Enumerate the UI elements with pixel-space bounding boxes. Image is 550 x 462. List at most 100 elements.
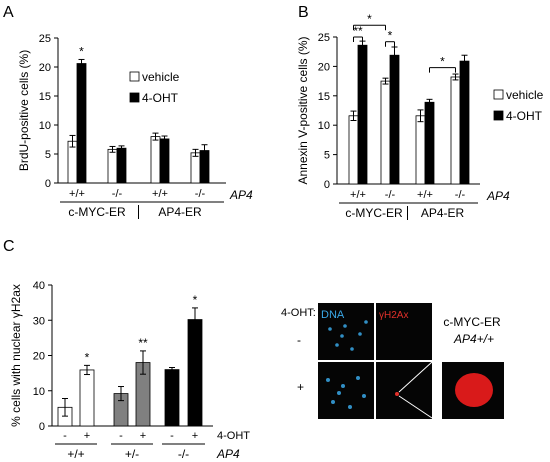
panel-c-bar	[187, 319, 203, 427]
panel-c-treatment-tick: +	[84, 430, 90, 442]
panel-a-letter: A	[3, 4, 14, 21]
micrograph-cell-line: c-MYC-ER	[443, 315, 501, 329]
dna-nucleus	[358, 332, 362, 336]
panel-a-bar	[150, 136, 161, 184]
panel-c-y-tick-label: 40	[33, 280, 45, 292]
panel-a-y-tick-label: 5	[45, 149, 51, 161]
panel-b-significance-mark: *	[440, 55, 445, 69]
panel-b-y-tick-label: 20	[318, 61, 330, 73]
panel-a-bar	[159, 138, 170, 184]
panel-c-treatment-tick: +	[192, 430, 198, 442]
panel-b-y-tick-label: 0	[324, 179, 330, 191]
panel-c-treatment-tick: -	[170, 430, 174, 442]
panel-a-category-label: +/+	[152, 188, 168, 200]
panel-c-significance-mark: *	[85, 350, 90, 364]
panel-c-genotype-label: +/-	[125, 447, 139, 461]
panel-b-significance-mark: *	[367, 12, 372, 26]
panel-b-bar	[459, 60, 470, 185]
dna-image-plus	[318, 362, 374, 419]
panel-c-y-tick-label: 0	[39, 421, 45, 433]
panel-a-gene-label: AP4	[229, 188, 253, 202]
panel-b-bar	[389, 54, 400, 185]
panel-c-y-tick-label: 20	[33, 351, 45, 363]
panel-c-bar	[79, 369, 95, 427]
panel-b-category-label: -/-	[455, 189, 466, 201]
dna-channel-label: DNA	[321, 309, 345, 321]
panel-c-treatment-tick: -	[119, 430, 123, 442]
panel-c-y-tick-label: 10	[33, 386, 45, 398]
panel-b-y-axis-label: Annexin V-positive cells (%)	[296, 36, 310, 184]
panel-a-bar	[107, 148, 118, 184]
panel-c-genotype-label: +/+	[67, 447, 84, 461]
panel-c-treatment-tick: -	[63, 430, 67, 442]
micrograph-genotype: AP4+/+	[453, 332, 494, 346]
zoom-line-top	[398, 361, 433, 393]
dna-nucleus	[335, 343, 339, 347]
panel-c-genotype-label: -/-	[178, 447, 189, 461]
h2ax-image-plus	[376, 362, 432, 419]
panel-b-gene-label: AP4	[486, 189, 510, 203]
panel-a-legend-swatch	[129, 92, 140, 103]
dna-nuclei-minus	[328, 320, 368, 351]
panel-b-category-label: -/-	[385, 189, 396, 201]
panel-a-y-axis-label: BrdU-positive cells (%)	[17, 50, 31, 171]
panel-b-bar	[348, 115, 359, 185]
panel-a-bar	[76, 63, 87, 184]
panel-a-legend-label: 4-OHT	[142, 91, 179, 105]
dna-nucleus	[362, 394, 366, 398]
panel-b-letter: B	[298, 4, 309, 21]
dna-nucleus	[348, 405, 352, 409]
panel-b-legend-swatch	[493, 89, 504, 100]
panel-a-significance-mark: *	[79, 44, 84, 58]
panel-b-group-label: AP4-ER	[421, 206, 465, 220]
panel-b-legend-label: vehicle	[506, 88, 544, 102]
panel-b-significance-mark: *	[388, 29, 393, 43]
panel-a-legend-swatch	[129, 71, 140, 82]
panel-a-category-label: -/-	[195, 188, 206, 200]
h2ax-image-minus	[376, 303, 432, 360]
panel-c-y-tick-label: 30	[33, 315, 45, 327]
dna-nucleus	[340, 334, 344, 338]
zoom-nucleus	[455, 373, 493, 407]
panel-c-y-axis-label: % cells with nuclear γH2ax	[9, 284, 23, 427]
micrograph-row-plus: +	[297, 380, 304, 394]
panel-a-y-tick-label: 20	[39, 62, 51, 74]
panel-b-y-tick-label: 10	[318, 120, 330, 132]
panel-c-letter: C	[3, 238, 15, 255]
panel-b-bar	[357, 44, 368, 185]
dna-nucleus	[326, 378, 330, 382]
panel-b-category-label: +/+	[417, 189, 433, 201]
panel-b-y-tick-label: 5	[324, 150, 330, 162]
dna-nucleus	[331, 400, 335, 404]
dna-image-minus	[318, 303, 374, 360]
panel-a-y-tick-label: 10	[39, 120, 51, 132]
panel-b-bar	[380, 80, 391, 185]
dna-nucleus	[328, 327, 332, 331]
panel-b-bar	[450, 76, 461, 185]
panel-b-bar	[424, 101, 435, 185]
panel-a-y-tick-label: 25	[39, 33, 51, 45]
panel-b-legend-swatch	[493, 110, 504, 121]
dna-nucleus	[343, 324, 347, 328]
panel-a-bar	[116, 147, 127, 184]
h2ax-channel-label: γH2Ax	[379, 310, 408, 321]
panel-a-y-tick-label: 0	[45, 178, 51, 190]
dna-nucleus	[356, 376, 360, 380]
panel-c-treatment-tick: +	[140, 430, 146, 442]
panel-b: B 0 5 10 15 20 25 Annexin V-positive cells (%) +…	[296, 4, 544, 220]
zoom-line-bottom	[398, 395, 433, 419]
panel-c-treatment-label: 4-OHT	[217, 430, 250, 442]
panel-c-gene-label: AP4	[216, 447, 240, 461]
dna-nucleus	[364, 320, 368, 324]
panel-a: A 0 5 10 15 20 25 BrdU-positive cells (%) +/+ -/-…	[3, 4, 253, 219]
panel-a-group-label: c-MYC-ER	[68, 205, 126, 219]
panel-a-bar	[190, 152, 201, 184]
panel-b-group-label: c-MYC-ER	[345, 206, 403, 220]
panel-a-category-label: +/+	[69, 188, 85, 200]
panel-c-significance-mark: **	[138, 336, 148, 350]
panel-a-y-tick-label: 15	[39, 91, 51, 103]
micrograph-panel: 4-OHT: - + DNA γH2Ax c-MYC-ER AP4+/+	[281, 303, 504, 419]
panel-b-y-tick-label: 15	[318, 91, 330, 103]
